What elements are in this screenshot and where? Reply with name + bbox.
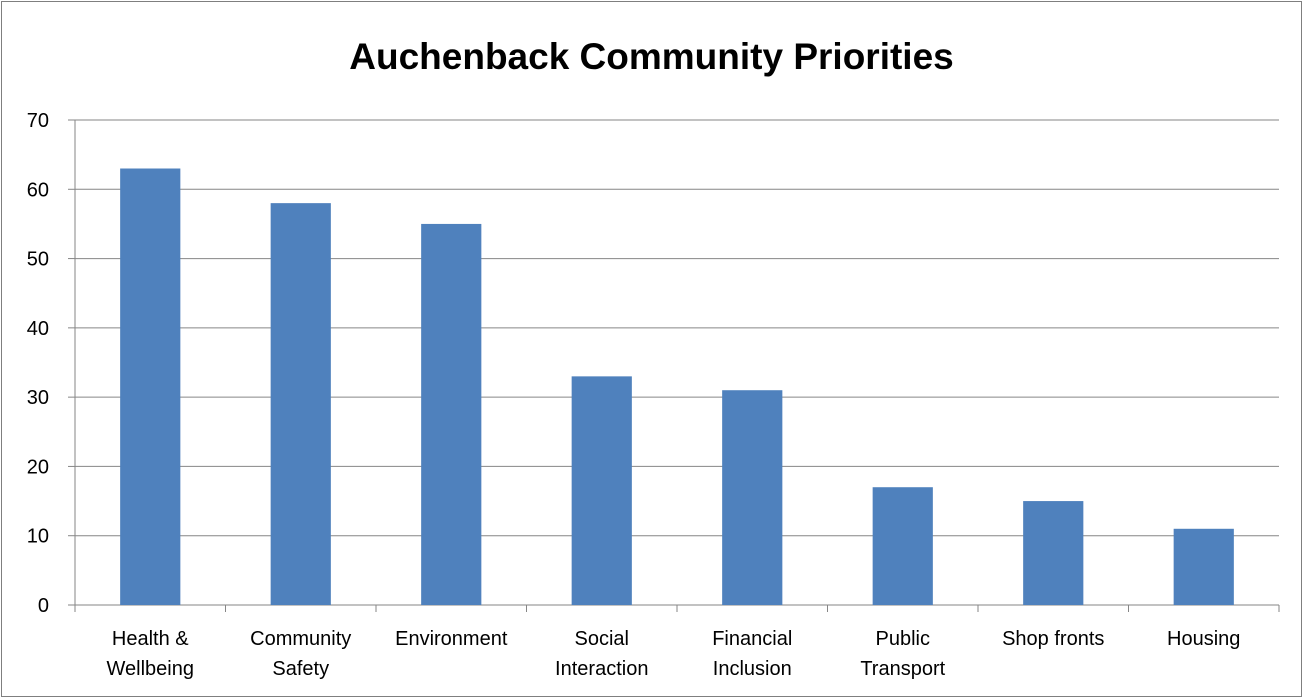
bar-0 <box>120 168 181 605</box>
x-tick-label-5-0: Public <box>876 628 930 650</box>
y-tick-label-0: 0 <box>38 595 49 617</box>
bar-1 <box>270 203 331 605</box>
x-tick-label-4-0: Financial <box>712 628 792 650</box>
chart-title: Auchenback Community Priorities <box>349 36 954 77</box>
x-tick-label-3-0: Social <box>575 628 629 650</box>
y-tick-label-30: 30 <box>27 387 49 409</box>
x-tick-label-4-1: Inclusion <box>713 658 792 680</box>
bar-4 <box>722 390 783 605</box>
bar-3 <box>571 376 632 605</box>
bar-5 <box>872 487 933 605</box>
x-tick-label-0-1: Wellbeing <box>107 658 194 680</box>
x-tick-label-1-1: Safety <box>272 658 329 680</box>
y-tick-label-20: 20 <box>27 456 49 478</box>
x-tick-label-7-0: Housing <box>1167 628 1240 650</box>
y-tick-label-40: 40 <box>27 318 49 340</box>
x-tick-label-2-0: Environment <box>395 628 508 650</box>
y-tick-label-60: 60 <box>27 179 49 201</box>
y-tick-label-50: 50 <box>27 249 49 271</box>
bar-7 <box>1173 528 1234 605</box>
y-tick-label-10: 10 <box>27 526 49 548</box>
x-tick-label-0-0: Health & <box>112 628 189 650</box>
x-tick-label-1-0: Community <box>250 628 351 650</box>
x-tick-label-6-0: Shop fronts <box>1002 628 1104 650</box>
y-tick-label-70: 70 <box>27 110 49 132</box>
x-tick-label-5-1: Transport <box>860 658 945 680</box>
x-tick-label-3-1: Interaction <box>555 658 648 680</box>
bar-2 <box>421 223 482 605</box>
bar-6 <box>1023 501 1084 605</box>
